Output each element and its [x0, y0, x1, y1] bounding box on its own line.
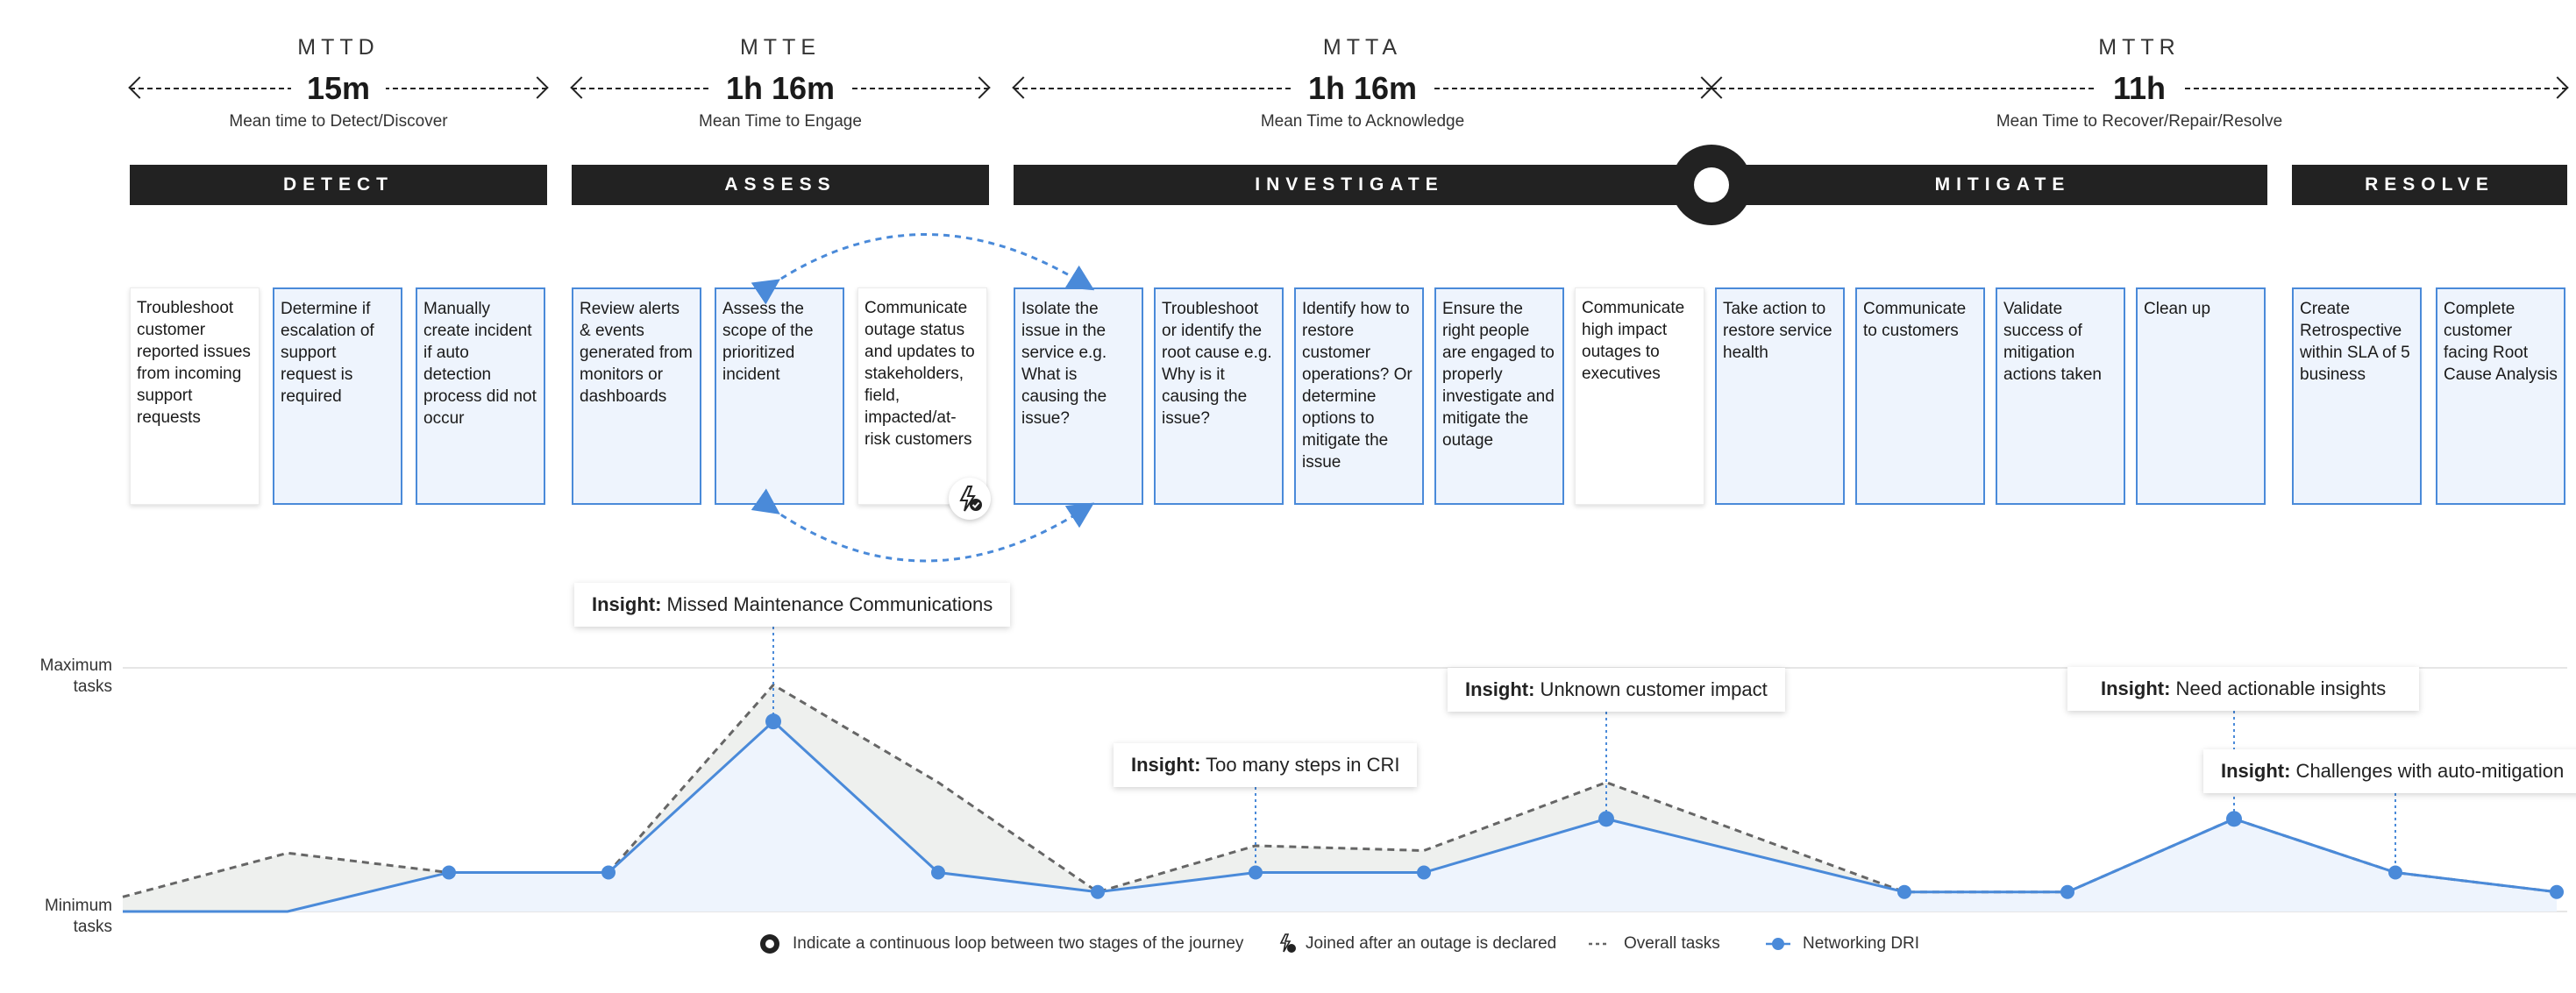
dri-point — [1091, 884, 1105, 899]
stage-investigate: INVESTIGATE — [1014, 165, 1685, 205]
task-card: Ensure the right people are engaged to p… — [1434, 287, 1564, 505]
dri-area — [123, 721, 2557, 911]
loop-node-icon — [1671, 145, 1752, 225]
dri-point — [442, 865, 456, 880]
stage-detect: DETECT — [130, 165, 547, 205]
task-card: Determine if escalation of support reque… — [273, 287, 402, 505]
dri-point — [765, 713, 781, 730]
dri-point — [2226, 811, 2242, 827]
legend-loop-label: Indicate a continuous loop between two s… — [793, 934, 1244, 953]
dri-point — [931, 865, 945, 880]
metric-mttd: MTTD 15m Mean time to Detect/Discover — [128, 0, 549, 149]
metric-mttr: MTTR 11h Mean Time to Recover/Repair/Res… — [1710, 0, 2569, 149]
task-card: Communicate to customers — [1855, 287, 1985, 505]
task-card: Take action to restore service health — [1715, 287, 1845, 505]
dri-point — [1897, 884, 1911, 899]
loop-arc-bottom — [751, 488, 1095, 563]
metric-description: Mean Time to Engage — [699, 112, 862, 131]
dri-point — [2388, 865, 2402, 880]
dri-point — [2550, 884, 2564, 899]
insight-callout: Insight: Challenges with auto-mitigation — [2203, 749, 2576, 793]
task-card: Isolate the issue in the service e.g. Wh… — [1014, 287, 1143, 505]
task-card: Identify how to restore customer operati… — [1294, 287, 1424, 505]
metric-abbr: MTTA — [1322, 35, 1403, 60]
metric-value: 11h — [2096, 67, 2182, 110]
dri-point — [2060, 884, 2074, 899]
insight-callout: Insight: Need actionable insights — [2067, 667, 2420, 711]
task-card: Review alerts & events generated from mo… — [572, 287, 701, 505]
insight-callout: Insight: Missed Maintenance Communicatio… — [574, 583, 1011, 627]
task-card: Create Retrospective within SLA of 5 bus… — [2292, 287, 2422, 505]
loop-arc-top — [751, 233, 1095, 305]
task-card: Clean up — [2136, 287, 2266, 505]
y-axis-max-label: Maximum tasks — [39, 656, 112, 696]
task-card: Troubleshoot customer reported issues fr… — [130, 287, 260, 505]
legend-joined-label: Joined after an outage is declared — [1306, 934, 1557, 953]
stage-resolve: RESOLVE — [2292, 165, 2567, 205]
stage-assess: ASSESS — [572, 165, 989, 205]
joined-legend-icon — [1279, 933, 1296, 953]
task-card: Troubleshoot or identify the root cause … — [1154, 287, 1284, 505]
dri-point — [1249, 865, 1263, 880]
dri-point — [1417, 865, 1431, 880]
metric-description: Mean time to Detect/Discover — [229, 112, 448, 131]
task-card: Communicate high impact outages to execu… — [1575, 287, 1704, 505]
metric-value: 15m — [290, 67, 387, 110]
dri-point — [601, 865, 616, 880]
task-card: Manually create incident if auto detecti… — [416, 287, 545, 505]
metric-abbr: MTTE — [739, 35, 822, 60]
metric-mtta: MTTA 1h 16m Mean Time to Acknowledge — [1012, 0, 1713, 149]
y-axis-min-label: Minimum tasks — [44, 897, 112, 936]
dri-point — [1598, 811, 1614, 827]
metric-abbr: MTTR — [2098, 35, 2181, 60]
insight-callout: Insight: Unknown customer impact — [1448, 668, 1785, 712]
legend-dri-label: Networking DRI — [1803, 934, 1920, 953]
metric-value: 1h 16m — [1292, 67, 1434, 110]
insight-callout: Insight: Too many steps in CRI — [1114, 743, 1418, 787]
task-card: Validate success of mitigation actions t… — [1996, 287, 2125, 505]
dri-legend-icon — [1766, 938, 1790, 950]
metric-description: Mean Time to Acknowledge — [1260, 112, 1465, 131]
metric-value: 1h 16m — [709, 67, 851, 110]
metric-abbr: MTTD — [297, 35, 380, 60]
stage-mitigate: MITIGATE — [1738, 165, 2267, 205]
legend-overall-label: Overall tasks — [1624, 934, 1720, 953]
metric-mtte: MTTE 1h 16m Mean Time to Engage — [570, 0, 991, 149]
metric-description: Mean Time to Recover/Repair/Resolve — [1996, 112, 2283, 131]
task-card: Complete customer facing Root Cause Anal… — [2436, 287, 2565, 505]
